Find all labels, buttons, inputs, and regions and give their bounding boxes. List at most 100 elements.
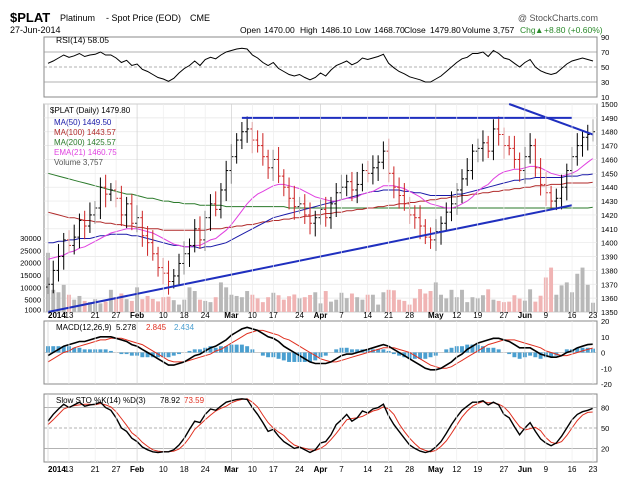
volume-bar bbox=[538, 295, 543, 312]
volume-bar bbox=[245, 291, 250, 312]
macd-histogram-bar bbox=[103, 349, 108, 353]
volume-bar bbox=[260, 302, 265, 312]
volume-bar bbox=[61, 284, 66, 312]
open-label: Open bbox=[240, 25, 261, 35]
date-tick-label-lower: 2014 bbox=[48, 465, 66, 474]
volume-bar bbox=[281, 299, 286, 312]
macd-histogram-bar bbox=[281, 352, 286, 361]
macd-histogram-bar bbox=[245, 346, 250, 353]
macd-histogram-bar bbox=[334, 349, 339, 353]
macd-histogram-bar bbox=[140, 352, 145, 358]
date-tick-label-upper: 10 bbox=[248, 311, 257, 320]
volume-bar bbox=[187, 287, 192, 312]
close-label: Close bbox=[404, 25, 426, 35]
date-tick-label-upper: Mar bbox=[224, 311, 238, 320]
macd-tick-label: 0 bbox=[601, 349, 605, 358]
date-tick-label-lower: 13 bbox=[65, 465, 74, 474]
macd-histogram-bar bbox=[397, 352, 402, 356]
volume-tick-label: 15000 bbox=[20, 271, 41, 280]
volume-bar bbox=[528, 289, 533, 312]
macd-histogram-bar bbox=[129, 352, 134, 356]
price-tick-label: 1410 bbox=[601, 225, 618, 234]
macd-tick-label: -10 bbox=[601, 364, 612, 373]
open-value: 1470.00 bbox=[264, 25, 295, 35]
macd-histogram-bar bbox=[428, 352, 433, 358]
date-tick-label-upper: 24 bbox=[295, 311, 304, 320]
date-tick-label-lower: 9 bbox=[544, 465, 549, 474]
volume-bar bbox=[391, 290, 396, 312]
macd-histogram-bar bbox=[156, 352, 161, 358]
macd-legend-signal: 2.845 bbox=[146, 323, 167, 332]
volume-bar bbox=[412, 298, 417, 312]
macd-histogram-bar bbox=[323, 352, 328, 356]
macd-histogram-bar bbox=[449, 347, 454, 353]
macd-histogram-bar bbox=[470, 344, 475, 353]
macd-histogram-bar bbox=[108, 350, 113, 353]
date-tick-label-upper: Jun bbox=[518, 311, 532, 320]
volume-bar bbox=[150, 298, 155, 312]
volume-bar bbox=[198, 299, 202, 312]
macd-histogram-bar bbox=[187, 350, 192, 353]
date-tick-label-lower: 27 bbox=[499, 465, 508, 474]
rsi-tick-label: 50 bbox=[601, 63, 609, 72]
macd-histogram-bar bbox=[585, 347, 590, 353]
volume-bar bbox=[491, 299, 496, 312]
macd-histogram-bar bbox=[564, 349, 569, 353]
price-tick-label: 1420 bbox=[601, 211, 618, 220]
macd-legend-hist: 2.434 bbox=[174, 323, 195, 332]
volume-bar bbox=[334, 299, 339, 312]
price-tick-label: 1460 bbox=[601, 155, 618, 164]
low-value: 1468.70 bbox=[374, 25, 405, 35]
date-tick-label-upper: 21 bbox=[384, 311, 393, 320]
rsi-tick-label: 90 bbox=[601, 33, 609, 42]
macd-histogram-bar bbox=[177, 352, 181, 355]
date-tick-label-upper: 18 bbox=[180, 311, 189, 320]
macd-histogram-bar bbox=[287, 352, 292, 362]
legend-ema21: EMA(21) 1460.75 bbox=[54, 148, 117, 157]
macd-histogram-bar bbox=[124, 352, 129, 355]
date-tick-label-lower: 24 bbox=[201, 465, 210, 474]
ohlc-readout: Open 1470.00 High 1486.10 Low 1468.70 Cl… bbox=[240, 25, 603, 35]
legend-ma200: MA(200) 1425.57 bbox=[54, 138, 116, 147]
macd-histogram-bar bbox=[51, 346, 56, 353]
rsi-tick-label: 10 bbox=[601, 93, 609, 102]
volume-bar bbox=[308, 294, 312, 312]
date-tick-label-lower: 10 bbox=[248, 465, 257, 474]
legend-price: $PLAT (Daily) 1479.80 bbox=[50, 106, 131, 115]
macd-histogram-bar bbox=[344, 347, 349, 353]
volume-bar bbox=[302, 297, 307, 312]
macd-histogram-bar bbox=[381, 349, 386, 353]
rsi-legend: RSI(14) 58.05 bbox=[56, 35, 109, 45]
volume-bar bbox=[580, 267, 585, 312]
date-tick-label-lower: 28 bbox=[405, 465, 414, 474]
high-value: 1486.10 bbox=[321, 25, 352, 35]
date-tick-label-lower: 17 bbox=[269, 465, 278, 474]
trendline-falling-resistance bbox=[508, 103, 594, 136]
macd-histogram-bar bbox=[423, 352, 428, 359]
date-tick-label-upper: 19 bbox=[473, 311, 482, 320]
volume-bar bbox=[381, 292, 386, 312]
price-tick-label: 1480 bbox=[601, 128, 618, 137]
exchange-label: CME bbox=[190, 13, 210, 23]
macd-histogram-bar bbox=[276, 352, 281, 359]
volume-tick-label: 10000 bbox=[20, 283, 41, 292]
date-tick-label-upper: 9 bbox=[544, 311, 549, 320]
volume-bar bbox=[585, 284, 590, 312]
price-tick-label: 1400 bbox=[601, 239, 618, 248]
macd-histogram-bar bbox=[171, 352, 176, 356]
date-tick-label-upper: May bbox=[428, 311, 444, 320]
macd-histogram-bar bbox=[376, 349, 381, 353]
close-value: 1479.80 bbox=[430, 25, 461, 35]
rsi-line bbox=[47, 47, 594, 83]
macd-histogram-bar bbox=[308, 352, 312, 362]
date-tick-label-lower: 7 bbox=[339, 465, 344, 474]
volume-bar bbox=[575, 273, 580, 312]
date-tick-label-lower: 14 bbox=[363, 465, 372, 474]
date-tick-label-lower: 10 bbox=[159, 465, 168, 474]
sto-legend-prefix: Slow STO %K(14) %D(3) bbox=[56, 396, 146, 405]
volume-bar bbox=[480, 295, 485, 312]
macd-legend-value: 5.278 bbox=[116, 323, 137, 332]
price-tick-label: 1430 bbox=[601, 197, 618, 206]
volume-bar bbox=[559, 285, 564, 312]
